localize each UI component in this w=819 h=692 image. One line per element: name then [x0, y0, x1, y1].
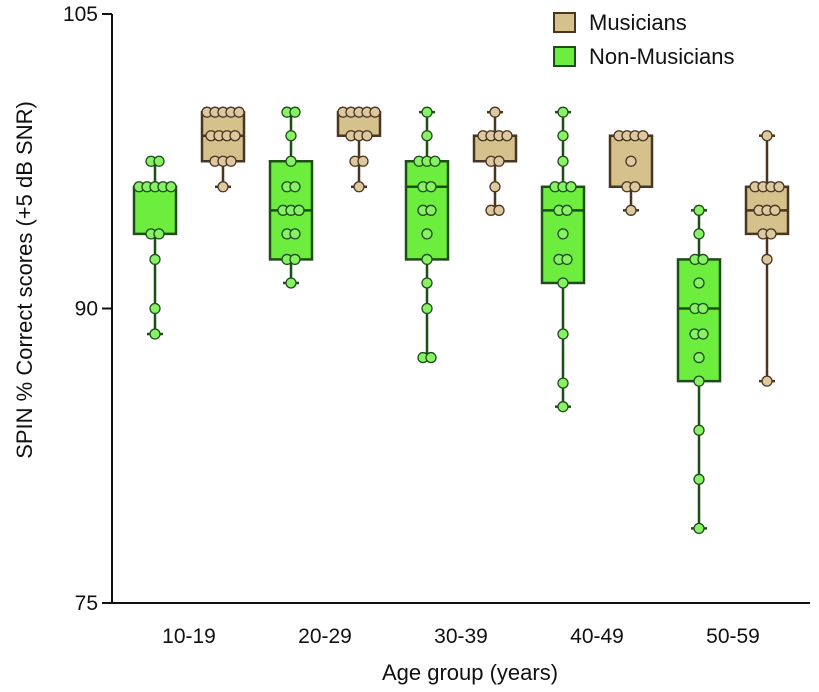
non-musicians-data-point: [421, 253, 433, 266]
non-musicians-data-point: [557, 277, 569, 289]
non-musicians-data-point: [165, 181, 177, 193]
x-axis-title: Age group (years): [382, 660, 558, 685]
legend-swatch-musicians: [553, 12, 576, 33]
non-musicians-data-point: [289, 181, 301, 193]
musicians-data-point: [761, 130, 773, 142]
musicians-data-point: [225, 155, 237, 167]
musicians-box-group: [608, 130, 654, 216]
musicians-data-point: [769, 204, 781, 216]
non-musicians-box-group: [540, 106, 586, 413]
non-musicians-data-point: [557, 130, 569, 142]
musicians-data-point: [761, 253, 773, 266]
non-musicians-data-point: [693, 204, 705, 216]
musicians-data-point: [361, 130, 373, 142]
non-musicians-box-group: [676, 204, 722, 535]
musicians-data-point: [489, 106, 501, 118]
musicians-data-point: [217, 181, 229, 193]
non-musicians-data-point: [557, 377, 569, 389]
x-tick-label: 50-59: [706, 625, 760, 648]
musicians-data-point: [625, 155, 637, 167]
legend-label-musicians: Musicians: [589, 10, 687, 35]
musicians-data-point: [637, 130, 649, 142]
non-musicians-data-point: [285, 155, 297, 167]
non-musicians-data-point: [421, 277, 433, 289]
musicians-data-point: [629, 181, 641, 193]
non-musicians-data-point: [561, 253, 573, 266]
y-tick-label: 105: [63, 3, 98, 26]
musicians-data-point: [765, 228, 777, 240]
non-musicians-data-point: [697, 253, 709, 266]
non-musicians-data-point: [293, 204, 305, 216]
musicians-box-group: [472, 106, 518, 216]
non-musicians-data-point: [693, 228, 705, 240]
musicians-box-group: [336, 106, 382, 193]
musicians-data-point: [493, 155, 505, 167]
non-musicians-data-point: [561, 204, 573, 216]
x-tick-label: 10-19: [162, 625, 216, 648]
non-musicians-data-point: [557, 106, 569, 118]
non-musicians-data-point: [693, 522, 705, 535]
musicians-data-point: [493, 204, 505, 216]
y-tick-label: 75: [75, 592, 98, 615]
musicians-box-group: [744, 130, 790, 387]
legend-label-non-musicians: Non-Musicians: [589, 44, 735, 69]
non-musicians-data-point: [149, 253, 161, 266]
non-musicians-data-point: [289, 253, 301, 266]
non-musicians-data-point: [693, 375, 705, 387]
musicians-data-point: [369, 106, 381, 118]
plot-area: [132, 106, 790, 535]
musicians-data-point: [357, 155, 369, 167]
non-musicians-data-point: [285, 130, 297, 142]
non-musicians-data-point: [425, 181, 437, 193]
x-tick-label: 40-49: [570, 625, 624, 648]
musicians-data-point: [489, 181, 501, 193]
musicians-box-group: [200, 106, 246, 193]
non-musicians-data-point: [289, 228, 301, 240]
legend: Musicians Non-Musicians: [553, 10, 735, 69]
non-musicians-data-point: [153, 155, 165, 167]
non-musicians-data-point: [285, 277, 297, 289]
axes: 75 90 105 10-19 20-29 30-39 40-49 50-59: [63, 3, 810, 648]
non-musicians-data-point: [425, 204, 437, 216]
y-axis-title: SPIN % Correct scores (+5 dB SNR): [12, 101, 37, 459]
musicians-data-point: [773, 181, 785, 193]
non-musicians-data-point: [693, 473, 705, 485]
non-musicians-data-point: [149, 328, 161, 340]
non-musicians-data-point: [557, 228, 569, 240]
non-musicians-box: [132, 185, 178, 236]
non-musicians-data-point: [421, 302, 433, 315]
non-musicians-data-point: [693, 277, 705, 289]
non-musicians-data-point: [693, 424, 705, 436]
musicians-data-point: [761, 375, 773, 387]
x-tick-label: 30-39: [434, 625, 488, 648]
non-musicians-box-group: [268, 106, 314, 289]
non-musicians-data-point: [149, 302, 161, 315]
non-musicians-data-point: [153, 228, 165, 240]
non-musicians-data-point: [429, 155, 441, 167]
non-musicians-data-point: [557, 401, 569, 413]
musicians-data-point: [501, 130, 513, 142]
non-musicians-data-point: [557, 155, 569, 167]
non-musicians-data-point: [697, 328, 709, 340]
non-musicians-data-point: [693, 351, 705, 364]
musicians-data-point: [229, 130, 241, 142]
legend-swatch-non-musicians: [553, 46, 576, 67]
musicians-data-point: [233, 106, 245, 118]
non-musicians-data-point: [421, 228, 433, 240]
musicians-data-point: [353, 181, 365, 193]
non-musicians-data-point: [425, 351, 437, 364]
y-tick-label: 90: [75, 298, 98, 321]
non-musicians-data-point: [421, 130, 433, 142]
non-musicians-data-point: [557, 328, 569, 340]
non-musicians-box-group: [404, 106, 450, 364]
non-musicians-box-group: [132, 155, 178, 340]
musicians-data-point: [625, 204, 637, 216]
non-musicians-data-point: [421, 106, 433, 118]
x-tick-label: 20-29: [298, 625, 352, 648]
non-musicians-data-point: [565, 181, 577, 193]
non-musicians-data-point: [289, 106, 301, 118]
non-musicians-data-point: [697, 302, 709, 315]
